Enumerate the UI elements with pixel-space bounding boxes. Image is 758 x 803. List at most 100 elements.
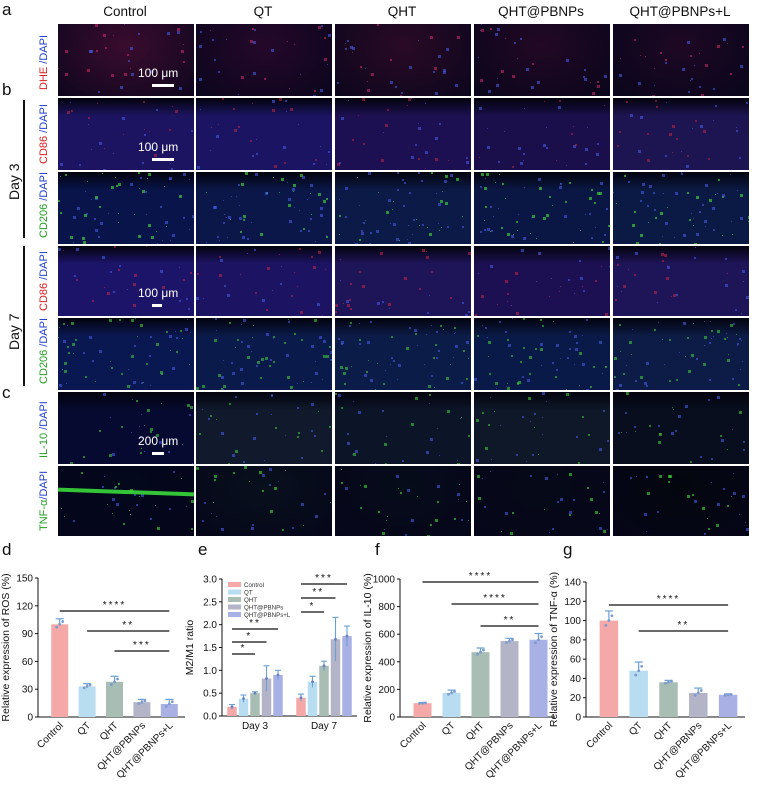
- bar-g-1: [629, 670, 648, 717]
- significance-label-e: *: [241, 643, 247, 654]
- legend-label-e: Control: [244, 582, 264, 589]
- data-point-f: [424, 701, 427, 705]
- column-header-control: Control: [103, 4, 147, 19]
- day3-bracket: [23, 100, 25, 238]
- data-point-g: [726, 693, 730, 697]
- data-point-e: [299, 696, 303, 700]
- bar-f-1: [442, 692, 461, 717]
- micrograph-cd206_d3-1: [196, 172, 332, 244]
- data-point-d: [85, 685, 89, 688]
- scale-bar: [152, 158, 174, 161]
- y-tick-label-d: 150: [16, 574, 33, 585]
- data-point-d: [167, 702, 171, 706]
- scale-bar: [152, 84, 174, 87]
- data-point-e: [242, 697, 245, 701]
- significance-label-f: ****: [483, 593, 507, 604]
- bar-g-4: [718, 694, 738, 717]
- bar-e-0-1: [296, 697, 306, 716]
- data-point-f: [534, 641, 537, 645]
- y-tick-label-e: 3.0: [203, 575, 217, 586]
- bar-f-2: [471, 652, 490, 717]
- bar-f-0: [413, 703, 432, 717]
- legend-label-e: QHT@PBNPs: [244, 605, 283, 612]
- micrograph-cd206_d7-4: [613, 318, 749, 390]
- data-point-g: [696, 691, 700, 695]
- day3-label: Day 3: [6, 163, 22, 200]
- micrograph-il10-0: 200 μm: [58, 392, 194, 464]
- significance-label-g: **: [678, 620, 690, 631]
- legend-label-e: QHT: [244, 597, 257, 604]
- y-tick-label-f: 600: [378, 630, 395, 641]
- y-tick-label-g: 80: [570, 635, 582, 646]
- significance-label-g: ****: [657, 594, 681, 605]
- data-point-g: [729, 692, 733, 696]
- y-tick-label-e: 1.0: [203, 666, 217, 677]
- micrograph-cd86_d7-0: 100 μm: [58, 246, 194, 316]
- data-point-d: [113, 680, 116, 684]
- x-tick-label-g: QHT: [652, 720, 675, 743]
- bar-e-3-0: [261, 678, 272, 716]
- data-point-e: [345, 634, 349, 638]
- data-point-d: [110, 683, 113, 686]
- y-tick-label-f: 400: [378, 657, 395, 668]
- y-tick-label-e: 1.5: [203, 643, 217, 654]
- legend-swatch-e: [228, 589, 241, 595]
- significance-label-d: ***: [133, 640, 151, 651]
- significance-label-e: *: [246, 631, 252, 642]
- legend-label-e: QT: [244, 590, 253, 597]
- micrograph-dhe-0: 100 μm: [58, 24, 194, 96]
- y-tick-label-e: 2.5: [203, 597, 217, 608]
- x-tick-label-g: Control: [584, 720, 615, 751]
- y-axis-title-e: M2/M1 ratio: [184, 620, 196, 676]
- data-point-g: [664, 681, 667, 685]
- data-point-f: [418, 702, 421, 705]
- data-point-g: [667, 680, 670, 684]
- data-point-g: [604, 623, 608, 627]
- x-tick-label-e: Day 7: [311, 721, 338, 732]
- data-point-d: [116, 677, 119, 681]
- data-point-g: [634, 673, 638, 677]
- row-label-il10: IL-10 /DAPI: [38, 401, 50, 458]
- data-point-g: [637, 669, 641, 673]
- legend-swatch-e: [228, 612, 241, 617]
- significance-label-f: **: [504, 615, 516, 626]
- bar-charts: 0 30 60 90 120 150 Relative expression of ROS …: [0, 571, 745, 781]
- data-point-e: [311, 680, 314, 684]
- scale-bar: [152, 452, 164, 455]
- data-point-e: [265, 677, 268, 680]
- x-tick-label-d: QHT: [98, 720, 121, 743]
- y-tick-label-d: 120: [16, 601, 33, 612]
- micrograph-cd206_d3-3: [474, 172, 610, 244]
- micrograph-cd206_d3-0: [58, 172, 194, 244]
- bar-g-3: [689, 692, 708, 717]
- bar-e-2-0: [250, 693, 260, 716]
- y-tick-label-e: 0.5: [203, 689, 217, 700]
- data-point-g: [670, 679, 673, 683]
- row-label-cd206_d3: CD206 /DAPI: [38, 171, 50, 238]
- micrograph-tnf-0: [58, 466, 194, 536]
- data-point-e: [276, 673, 280, 677]
- data-point-f: [508, 639, 511, 643]
- y-tick-label-f: 0: [389, 713, 395, 724]
- micrograph-cd86_d7-4: [613, 246, 749, 316]
- data-point-f: [476, 652, 479, 656]
- y-tick-label-g: 120: [564, 597, 581, 608]
- data-point-f: [453, 690, 456, 693]
- y-tick-label-g: 40: [570, 674, 582, 685]
- data-point-g: [693, 693, 697, 697]
- data-point-d: [140, 700, 144, 704]
- micrograph-dhe-4: [613, 24, 749, 96]
- scale-bar: [152, 304, 162, 307]
- micrograph-cd206_d7-3: [474, 318, 610, 390]
- row-label-dhe: DHE /DAPI: [38, 34, 50, 90]
- bar-e-4-0: [273, 674, 283, 716]
- x-tick-label-g: QHT@PBNPs+L: [673, 720, 734, 781]
- y-tick-label-f: 1000: [373, 575, 396, 586]
- row-label-tnf: TNF-α/DAPI: [38, 470, 50, 531]
- scale-bar-label: 100 μm: [138, 66, 179, 80]
- panel-letter-e: e: [198, 540, 208, 559]
- micrograph-il10-3: [474, 392, 610, 464]
- x-tick-label-e: Day 3: [242, 721, 269, 732]
- panel-letter-a: a: [2, 0, 12, 19]
- micrograph-dhe-2: [335, 24, 471, 96]
